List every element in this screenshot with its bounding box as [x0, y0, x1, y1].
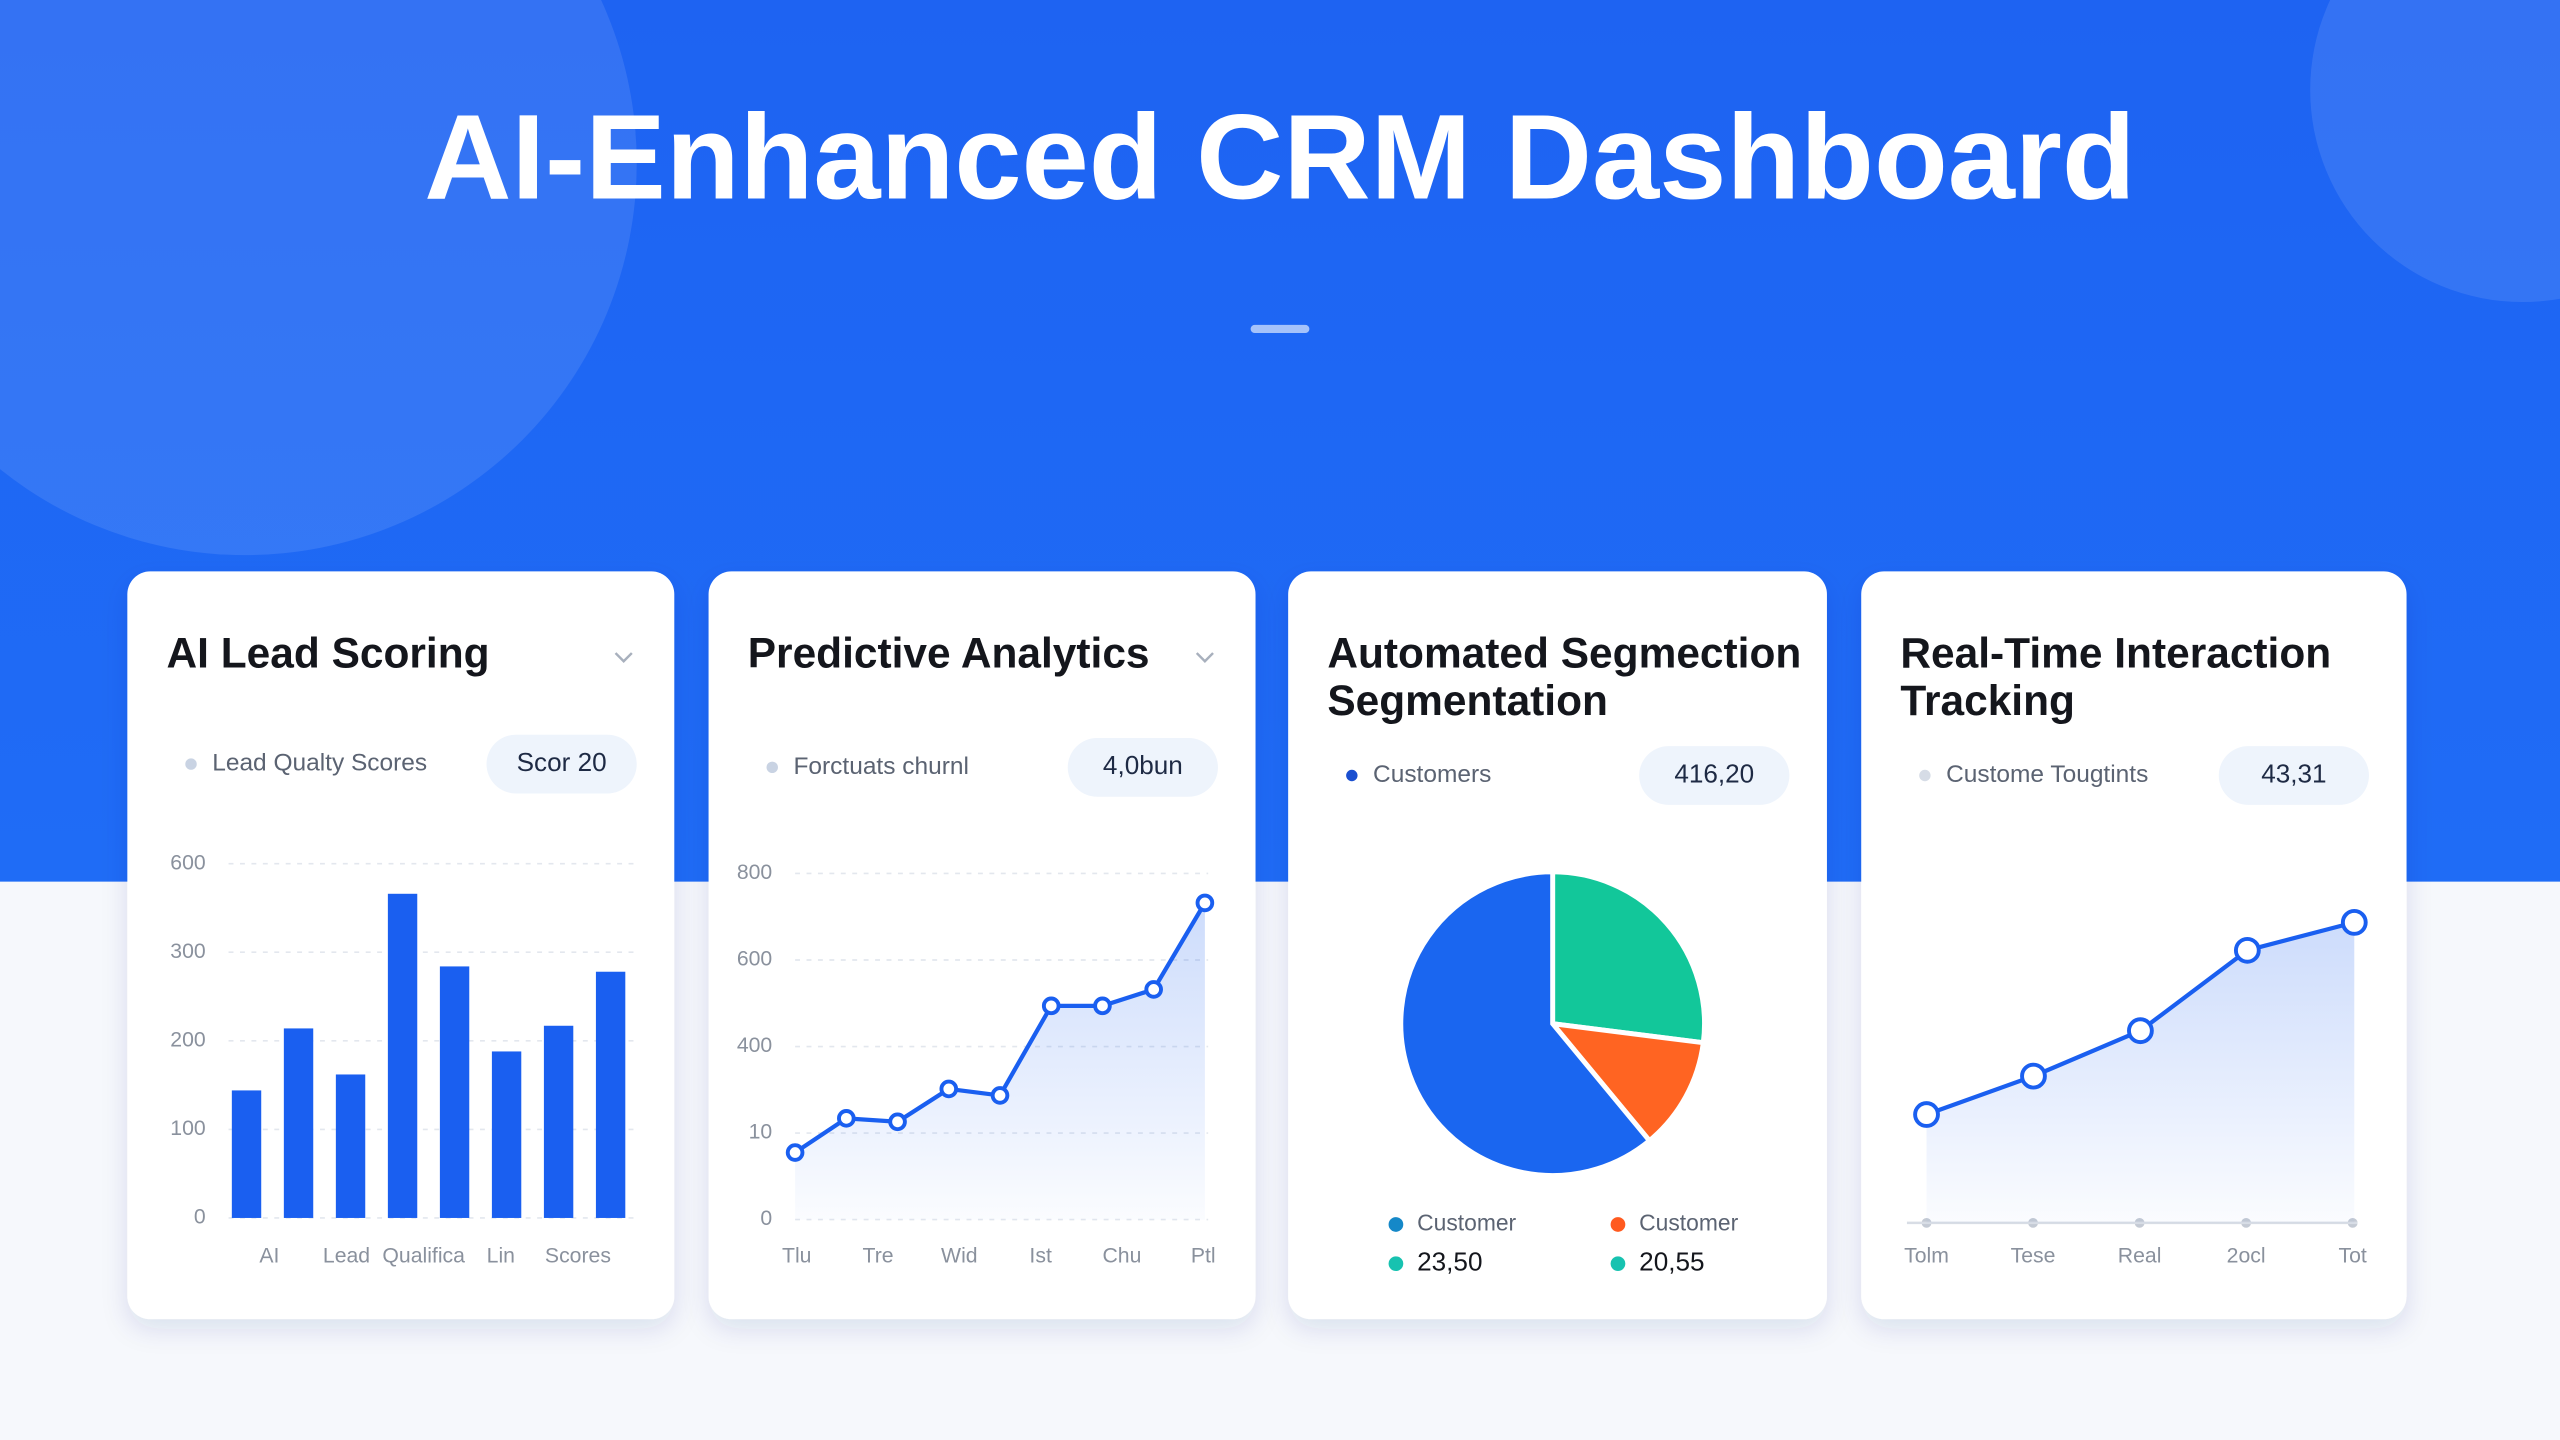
dropdown-chevron[interactable] — [614, 652, 633, 663]
x-tick-label: Tlu — [782, 1245, 811, 1268]
legend-swatch — [1610, 1217, 1626, 1232]
legend-value-dot — [1388, 1256, 1404, 1272]
legend-label: Forctuats churnl — [793, 753, 968, 780]
legend-dot — [1919, 769, 1931, 782]
point — [1041, 996, 1061, 1016]
y-tick-label: 600 — [737, 948, 772, 971]
point — [1195, 893, 1215, 913]
decor-circle — [2310, 0, 2560, 302]
bar — [543, 1025, 574, 1218]
card: Predictive Analytics Forctuats churnl 4,0b… — [708, 571, 1256, 1320]
bar — [335, 1074, 366, 1218]
point — [837, 1109, 856, 1128]
divider — [1250, 324, 1310, 334]
decor-circle — [0, 0, 637, 555]
legend-label: Lead Qualty Scores — [212, 750, 427, 777]
card-title: Predictive Analytics — [748, 630, 1150, 677]
y-tick-label: 300 — [170, 940, 205, 963]
card-title: Segmentation — [1327, 677, 1608, 724]
bar — [231, 1090, 262, 1218]
legend-swatch — [1388, 1217, 1404, 1232]
cards: AI Lead Scoring Lead Qualty Scores Scor 20… — [127, 571, 2407, 1320]
card: AI Lead Scoring Lead Qualty Scores Scor 20… — [127, 571, 675, 1320]
x-tick-label: 2ocl — [2227, 1245, 2266, 1268]
badge-bg — [2218, 746, 2369, 805]
bar — [491, 1051, 522, 1218]
y-tick-label: 100 — [170, 1117, 205, 1140]
x-tick-label: Tre — [863, 1245, 894, 1268]
x-tick-label: Tolm — [1904, 1245, 1949, 1268]
card-title: Automated Segmection — [1327, 630, 1801, 677]
legend-dot — [766, 761, 778, 774]
legend-name: Customer — [1417, 1210, 1516, 1236]
badge-bg — [1067, 737, 1218, 797]
area — [795, 902, 1205, 1220]
point — [888, 1112, 907, 1132]
x-tick-label: Tese — [2011, 1245, 2056, 1268]
x-tick-label: AI — [259, 1245, 279, 1268]
badge-bg — [1639, 746, 1790, 805]
bar — [387, 893, 418, 1218]
legend-value: 20,55 — [1639, 1247, 1704, 1277]
x-tick-label: Lead — [323, 1245, 370, 1268]
dropdown-chevron[interactable] — [1195, 652, 1214, 663]
legend-name: Customer — [1639, 1210, 1738, 1236]
pie-slice — [1546, 1020, 1707, 1145]
y-tick-label: 0 — [760, 1207, 772, 1230]
legend-label: Customers — [1373, 761, 1491, 788]
badge: 43,31 — [2261, 758, 2326, 788]
x-tick-label: Tot — [2338, 1245, 2366, 1268]
point — [1144, 980, 1163, 999]
badge: Scor 20 — [517, 747, 607, 777]
card-title: Tracking — [1900, 677, 2075, 724]
y-tick-label: 600 — [170, 851, 205, 874]
point — [1093, 996, 1112, 1016]
legend-label: Custome Tougtints — [1946, 761, 2148, 788]
point — [2233, 936, 2261, 964]
point — [2020, 1062, 2047, 1090]
x-tick-label: Real — [2118, 1245, 2162, 1268]
area — [1926, 922, 2355, 1223]
legend-dot — [1346, 769, 1358, 782]
point — [785, 1143, 805, 1162]
point — [2127, 1017, 2154, 1045]
point — [990, 1086, 1010, 1105]
badge: 416,20 — [1674, 758, 1754, 788]
y-tick-label: 0 — [194, 1206, 206, 1229]
legend-dot — [185, 758, 197, 770]
x-tick-label: Scores — [545, 1245, 611, 1268]
pie-slice — [1550, 869, 1707, 1046]
x-tick-label: Ist — [1029, 1245, 1052, 1268]
pie-slice — [1398, 869, 1653, 1178]
x-tick-label: Chu — [1102, 1245, 1141, 1268]
y-tick-label: 10 — [749, 1121, 773, 1144]
bar — [595, 971, 626, 1218]
x-tick-label: Lin — [487, 1245, 515, 1268]
point — [939, 1079, 959, 1099]
x-tick-label: Wid — [941, 1245, 978, 1268]
point — [2340, 908, 2368, 936]
y-tick-label: 200 — [170, 1028, 205, 1051]
badge: 4,0bun — [1103, 750, 1183, 780]
badge-bg — [486, 734, 637, 794]
x-tick-label: Qualifica — [382, 1245, 465, 1268]
y-tick-label: 400 — [737, 1034, 772, 1057]
card-title: AI Lead Scoring — [167, 630, 490, 677]
bar — [439, 966, 470, 1218]
card-title: Real-Time Interaction — [1900, 630, 2331, 677]
page-title: AI-Enhanced CRM Dashboard — [424, 89, 2135, 224]
x-tick-label: Ptl — [1191, 1245, 1216, 1268]
y-tick-label: 800 — [737, 861, 772, 884]
point — [1913, 1101, 1940, 1128]
bar — [283, 1028, 314, 1218]
legend-value-dot — [1610, 1256, 1626, 1272]
legend-value: 23,50 — [1417, 1247, 1482, 1277]
